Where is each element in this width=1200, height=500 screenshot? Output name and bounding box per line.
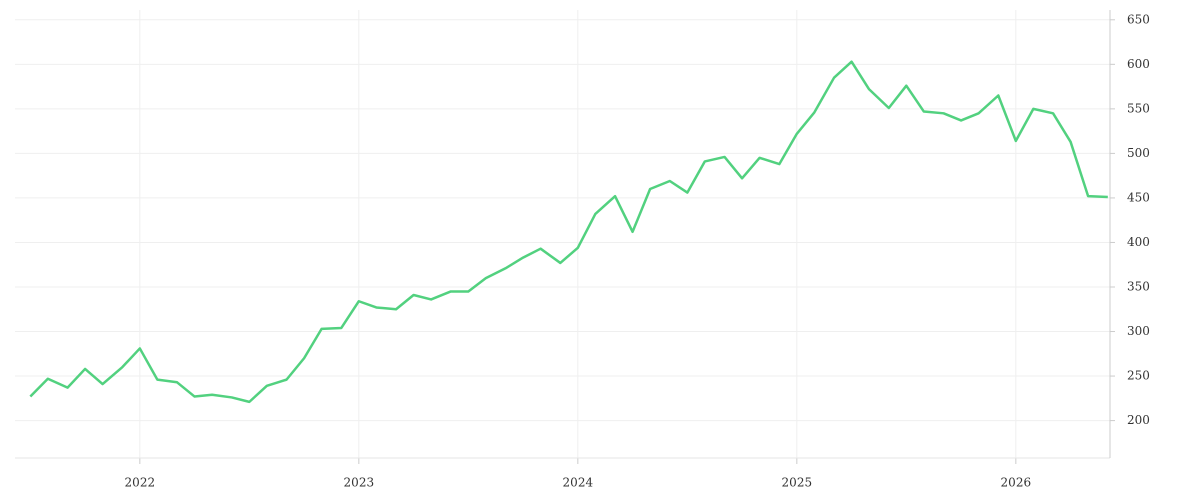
y-tick-label: 650 — [1127, 12, 1150, 26]
x-tick-label: 2023 — [344, 476, 375, 490]
x-tick-label: 2024 — [563, 476, 594, 490]
y-tick-label: 400 — [1127, 235, 1150, 249]
y-tick-label: 350 — [1127, 279, 1150, 293]
y-tick-label: 200 — [1127, 413, 1150, 427]
y-tick-label: 450 — [1127, 190, 1150, 204]
x-tick-label: 2026 — [1001, 476, 1032, 490]
x-tick-label: 2025 — [782, 476, 813, 490]
data-line — [29, 60, 1108, 404]
y-tick-label: 550 — [1127, 101, 1150, 115]
y-tick-label: 250 — [1127, 369, 1150, 383]
y-tick-label: 500 — [1127, 146, 1150, 160]
y-tick-label: 600 — [1127, 57, 1150, 71]
x-tick-label: 2022 — [125, 476, 156, 490]
y-tick-label: 300 — [1127, 324, 1150, 338]
